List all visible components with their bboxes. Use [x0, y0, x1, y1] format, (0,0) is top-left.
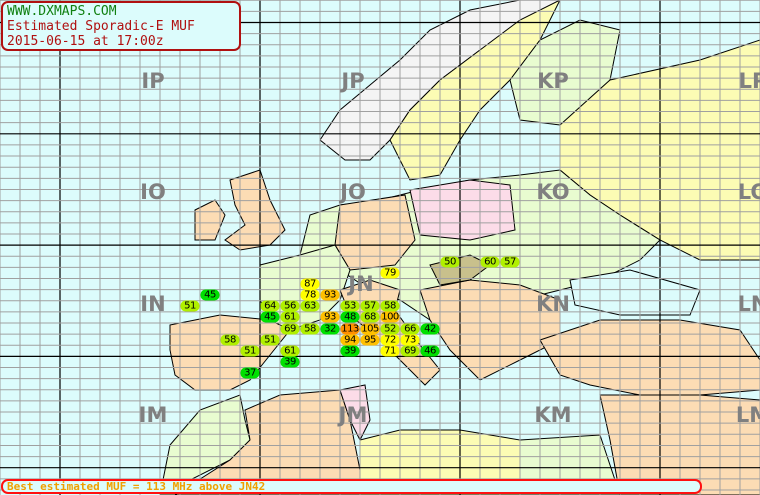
muf-reading[interactable]: 100	[380, 311, 400, 323]
muf-reading[interactable]: 56	[280, 300, 300, 312]
muf-reading[interactable]: 71	[380, 345, 400, 357]
grid-square-lo: LO	[737, 180, 760, 205]
muf-reading[interactable]: 45	[200, 289, 220, 301]
muf-reading[interactable]: 58	[380, 300, 400, 312]
status-bar: Best estimated MUF = 113 MHz above JN42	[1, 479, 702, 494]
grid-square-lp: LP	[738, 69, 760, 93]
muf-reading[interactable]: 73	[400, 334, 420, 346]
muf-reading[interactable]: 51	[240, 345, 260, 357]
muf-reading[interactable]: 94	[340, 334, 360, 346]
grid-square-jn: JN	[348, 271, 374, 296]
land-turkey	[539, 319, 760, 396]
grid-square-lm: LM	[735, 402, 760, 427]
muf-reading[interactable]: 93	[320, 289, 340, 301]
muf-reading[interactable]: 42	[420, 323, 440, 334]
muf-reading[interactable]: 68	[360, 311, 380, 323]
title-box: WWW.DXMAPS.COM Estimated Sporadic-E MUF …	[1, 1, 241, 51]
muf-reading[interactable]: 66	[400, 323, 420, 334]
muf-reading[interactable]: 87	[300, 278, 320, 290]
muf-reading[interactable]: 78	[300, 289, 320, 301]
muf-reading[interactable]: 39	[340, 345, 360, 357]
muf-reading[interactable]: 69	[400, 345, 420, 357]
muf-reading[interactable]: 45	[260, 311, 280, 323]
muf-reading[interactable]: 51	[180, 300, 200, 312]
muf-reading[interactable]: 79	[380, 267, 400, 279]
map-datetime: 2015-06-15 at 17:00z	[7, 34, 164, 49]
grid-square-io: IO	[140, 180, 166, 205]
muf-reading[interactable]: 63	[300, 300, 320, 312]
muf-reading[interactable]: 50	[440, 256, 460, 268]
muf-reading[interactable]: 51	[260, 334, 280, 346]
muf-reading[interactable]: 72	[380, 334, 400, 346]
muf-reading[interactable]: 46	[420, 345, 440, 357]
muf-reading[interactable]: 58	[220, 334, 240, 346]
grid-square-jm: JM	[338, 402, 368, 427]
muf-reading[interactable]: 37	[240, 367, 260, 379]
muf-reading[interactable]: 93	[320, 311, 340, 323]
muf-reading[interactable]: 57	[360, 300, 380, 312]
land-britain	[224, 169, 286, 251]
muf-reading[interactable]: 61	[280, 345, 300, 357]
grid-square-in: IN	[140, 291, 166, 316]
muf-reading[interactable]: 61	[280, 311, 300, 323]
muf-reading[interactable]: 105	[360, 323, 380, 334]
site-name[interactable]: WWW.DXMAPS.COM	[7, 4, 117, 19]
grid-square-ko: KO	[536, 180, 570, 205]
grid-square-ip: IP	[141, 69, 165, 93]
muf-reading[interactable]: 52	[380, 323, 400, 334]
land-black-sea	[569, 269, 701, 316]
grid-square-jo: JO	[340, 180, 366, 205]
muf-reading[interactable]: 39	[280, 356, 300, 368]
muf-reading[interactable]: 95	[360, 334, 380, 346]
grid-square-kp: KP	[537, 69, 569, 93]
muf-reading[interactable]: 57	[500, 256, 520, 268]
muf-reading[interactable]: 60	[480, 256, 500, 268]
grid-square-ln: LN	[737, 291, 760, 316]
muf-reading[interactable]: 32	[320, 323, 340, 334]
muf-reading[interactable]: 48	[340, 311, 360, 323]
muf-reading[interactable]: 69	[280, 323, 300, 334]
map-title: Estimated Sporadic-E MUF	[7, 19, 195, 34]
muf-reading[interactable]: 58	[300, 323, 320, 334]
muf-reading[interactable]: 53	[340, 300, 360, 312]
muf-reading[interactable]: 64	[260, 300, 280, 312]
grid-square-kn: KN	[536, 291, 570, 316]
muf-reading[interactable]: 113	[340, 323, 360, 334]
grid-square-km: KM	[534, 402, 572, 427]
grid-square-im: IM	[138, 402, 168, 427]
grid-square-jp: JP	[341, 69, 365, 93]
